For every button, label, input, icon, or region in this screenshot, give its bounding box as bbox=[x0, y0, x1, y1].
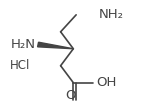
Text: O: O bbox=[65, 89, 76, 102]
Text: OH: OH bbox=[96, 76, 116, 89]
Text: H₂N: H₂N bbox=[10, 38, 35, 51]
Text: HCl: HCl bbox=[10, 59, 30, 72]
Polygon shape bbox=[38, 42, 73, 49]
Text: NH₂: NH₂ bbox=[99, 8, 124, 21]
